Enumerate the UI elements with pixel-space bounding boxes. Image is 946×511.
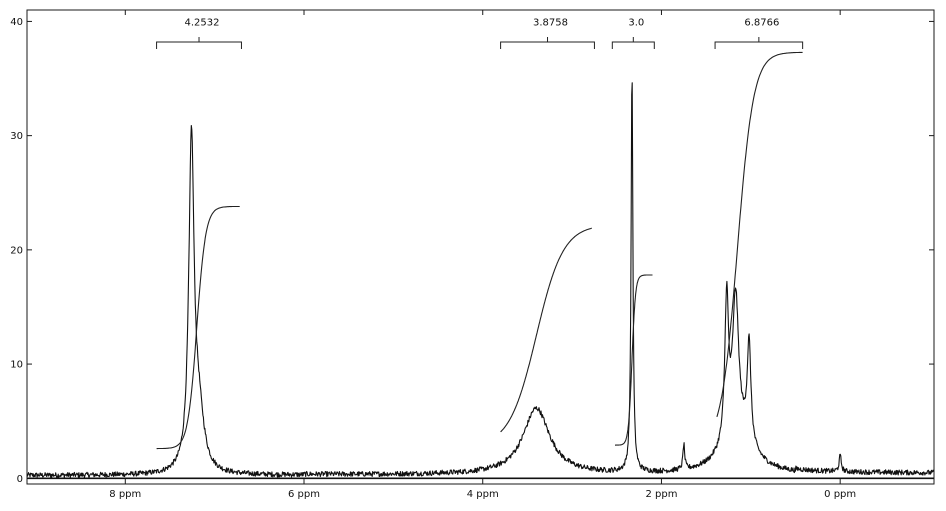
x-tick-label: 4 ppm — [467, 489, 499, 500]
x-tick-label: 2 ppm — [645, 489, 677, 500]
integral-label: 4.2532 — [185, 17, 220, 28]
y-tick-label: 0 — [17, 474, 23, 485]
integral-curve — [156, 205, 240, 450]
integral-label: 6.8766 — [744, 17, 779, 28]
integral-group: 4.2532 3.8758 3.0 6.8766 — [156, 17, 804, 450]
integral-bracket — [714, 36, 804, 49]
integral-bracket — [611, 36, 655, 49]
integral-label: 3.0 — [628, 17, 644, 28]
integral-bracket — [156, 36, 242, 49]
integral-label: 3.8758 — [533, 17, 568, 28]
y-tick-label: 20 — [10, 245, 23, 256]
y-tick-labels: 0 10 20 30 40 — [10, 17, 23, 485]
y-tick-label: 40 — [10, 17, 23, 28]
y-tick-label: 10 — [10, 360, 23, 371]
integral-bracket — [500, 36, 595, 49]
plot-frame — [26, 9, 935, 485]
axis-ticks — [27, 10, 934, 484]
x-tick-label: 6 ppm — [288, 489, 320, 500]
integral-curve — [716, 51, 803, 418]
x-tick-labels: 8 ppm 6 ppm 4 ppm 2 ppm 0 ppm — [109, 489, 856, 500]
x-tick-label: 0 ppm — [824, 489, 856, 500]
integral-curve — [500, 227, 592, 433]
x-tick-label: 8 ppm — [109, 489, 141, 500]
y-tick-label: 30 — [10, 131, 23, 142]
integral-curve — [615, 274, 653, 446]
spectrum-line — [26, 82, 935, 479]
